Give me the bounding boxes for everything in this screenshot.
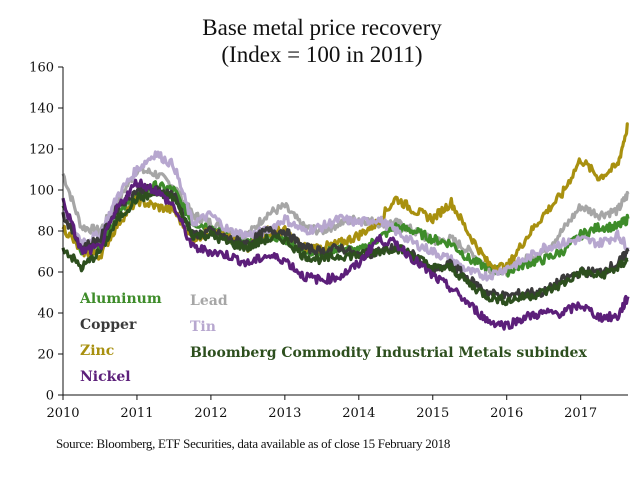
legend-item-nickel: Nickel	[80, 369, 131, 385]
x-tick-label: 2015	[416, 406, 449, 421]
y-tick-label: 100	[29, 184, 54, 199]
legend-item-bloomberg-commodity-industrial-metals-subindex: Bloomberg Commodity Industrial Metals su…	[190, 345, 587, 361]
series-line-nickel	[61, 178, 630, 331]
legend: Aluminum Copper Zinc Nickel Lead Tin Bloomberg…	[79, 291, 587, 385]
x-tick-label: 2016	[490, 406, 523, 421]
series-line-zinc	[61, 122, 630, 274]
y-tick-label: 0	[46, 389, 54, 404]
y-tick-label: 60	[37, 266, 54, 281]
y-tick-label: 160	[29, 61, 54, 76]
legend-item-zinc: Zinc	[80, 343, 114, 359]
chart-title-line1: Base metal price recovery	[202, 15, 442, 40]
y-tick-label: 20	[37, 348, 54, 363]
y-tick-label: 120	[29, 143, 54, 158]
x-tick-label: 2017	[564, 406, 597, 421]
legend-item-aluminum: Aluminum	[79, 291, 162, 307]
legend-item-copper: Copper	[80, 317, 137, 333]
y-tick-label: 40	[37, 307, 54, 322]
source-note: Source: Bloomberg, ETF Securities, data …	[56, 436, 451, 451]
series-lines	[61, 122, 630, 331]
legend-item-tin: Tin	[190, 319, 216, 335]
x-tick-label: 2011	[120, 406, 153, 421]
x-tick-label: 2013	[268, 406, 301, 421]
series-line-tin	[61, 150, 630, 282]
x-tick-label: 2014	[342, 406, 375, 421]
x-tick-label: 2012	[194, 406, 227, 421]
chart-subtitle: (Index = 100 in 2011)	[221, 42, 423, 67]
chart-title: Base metal price recovery (Index = 100 i…	[0, 14, 644, 68]
x-tick-label: 2010	[46, 406, 79, 421]
y-tick-label: 140	[29, 102, 54, 117]
y-tick-label: 80	[37, 225, 54, 240]
legend-item-lead: Lead	[190, 293, 228, 309]
axes: 0 20 40 60 80 100 120 140 160 2010 2011 2012 2013 201…	[29, 61, 628, 421]
